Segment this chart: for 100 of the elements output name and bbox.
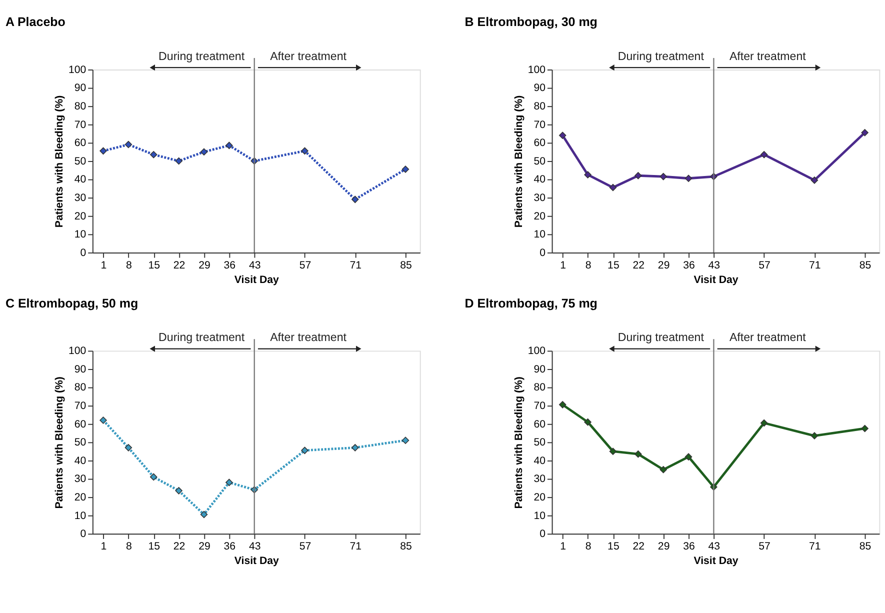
point bbox=[175, 487, 182, 494]
point bbox=[660, 172, 667, 180]
point bbox=[584, 171, 592, 178]
x-axis-title: Visit Day bbox=[694, 555, 738, 568]
y-tick-label: 20 bbox=[74, 210, 86, 222]
y-tick-label: 40 bbox=[74, 174, 86, 186]
y-tick-label: 10 bbox=[74, 510, 86, 522]
point bbox=[301, 446, 308, 454]
y-tick-label: 70 bbox=[534, 400, 546, 412]
y-tick-label: 40 bbox=[534, 174, 546, 186]
point bbox=[150, 473, 158, 481]
x-tick-label: 8 bbox=[585, 259, 592, 272]
x-tick-label: 8 bbox=[585, 540, 592, 553]
x-tick-label: 15 bbox=[608, 259, 620, 272]
point bbox=[351, 444, 359, 452]
y-tick-label: 100 bbox=[68, 345, 86, 358]
x-tick-label: 43 bbox=[708, 259, 720, 272]
y-tick-label: 50 bbox=[74, 155, 86, 168]
x-tick-label: 29 bbox=[658, 259, 670, 272]
x-tick-label: 36 bbox=[224, 540, 236, 553]
y-tick-label: 10 bbox=[534, 510, 546, 522]
y-tick-label: 60 bbox=[74, 137, 86, 150]
text: During treatment bbox=[158, 50, 246, 63]
y-tick-label: 30 bbox=[74, 192, 86, 204]
point bbox=[558, 132, 566, 139]
x-tick-label: 15 bbox=[148, 540, 160, 553]
text: After treatment bbox=[270, 332, 348, 344]
point bbox=[634, 172, 642, 180]
x-tick-label: 22 bbox=[632, 259, 645, 272]
x-tick-label: 36 bbox=[683, 259, 695, 272]
y-tick-label: 70 bbox=[534, 118, 546, 131]
y-tick-label: 10 bbox=[534, 228, 546, 241]
y-tick-label: 90 bbox=[534, 363, 546, 376]
point bbox=[124, 140, 132, 148]
text: During treatment bbox=[618, 332, 705, 344]
text: After treatment bbox=[729, 50, 807, 63]
x-tick-label: 57 bbox=[299, 259, 312, 272]
y-tick-label: 90 bbox=[74, 363, 86, 376]
x-tick-label: 71 bbox=[809, 259, 821, 272]
x-tick-label: 29 bbox=[658, 540, 670, 553]
point bbox=[351, 196, 359, 204]
point bbox=[100, 147, 107, 155]
x-tick-label: 85 bbox=[859, 540, 872, 553]
text: During treatment bbox=[618, 50, 705, 63]
y-tick-label: 0 bbox=[540, 528, 546, 540]
point bbox=[760, 150, 768, 158]
chart-title: D Eltrombopag, 75 mg bbox=[464, 296, 598, 310]
x-tick-label: 43 bbox=[248, 259, 261, 272]
x-tick-label: 22 bbox=[173, 540, 186, 553]
x-tick-label: 1 bbox=[560, 259, 566, 272]
x-tick-label: 36 bbox=[224, 259, 236, 272]
point bbox=[226, 142, 233, 150]
x-tick-label: 85 bbox=[400, 540, 412, 553]
x-tick-label: 1 bbox=[100, 259, 107, 272]
y-tick-label: 100 bbox=[68, 64, 86, 76]
y-tick-label: 20 bbox=[74, 491, 86, 504]
text: After treatment bbox=[270, 50, 348, 63]
x-tick-label: 71 bbox=[809, 540, 821, 553]
y-axis-title: Patients with Bleeding (%) bbox=[513, 376, 526, 509]
y-axis-title: Patients with Bleeding (%) bbox=[513, 95, 526, 228]
point bbox=[760, 419, 768, 427]
x-tick-label: 71 bbox=[350, 540, 362, 553]
point bbox=[175, 157, 182, 165]
y-tick-label: 50 bbox=[534, 436, 546, 449]
y-tick-label: 60 bbox=[534, 137, 546, 150]
text: After treatment bbox=[729, 332, 807, 344]
x-tick-label: 36 bbox=[683, 540, 695, 553]
y-tick-label: 20 bbox=[534, 491, 546, 504]
point bbox=[558, 401, 566, 408]
point bbox=[684, 174, 692, 182]
point bbox=[660, 466, 667, 474]
y-tick-label: 80 bbox=[74, 382, 86, 394]
chart-title: C Eltrombopag, 50 mg bbox=[5, 296, 138, 310]
x-tick-label: 22 bbox=[632, 540, 645, 553]
point bbox=[609, 184, 617, 192]
x-axis-title: Visit Day bbox=[234, 555, 279, 568]
x-tick-label: 22 bbox=[173, 259, 186, 272]
y-axis-title: Patients with Bleeding (%) bbox=[54, 376, 66, 509]
x-tick-label: 29 bbox=[198, 259, 210, 272]
x-tick-label: 57 bbox=[299, 540, 312, 553]
point bbox=[861, 424, 868, 432]
y-tick-label: 40 bbox=[74, 454, 86, 467]
y-tick-label: 50 bbox=[534, 155, 546, 168]
y-axis-title: Patients with Bleeding (%) bbox=[54, 95, 66, 228]
x-tick-label: 15 bbox=[608, 540, 620, 553]
y-tick-label: 0 bbox=[80, 246, 86, 259]
point bbox=[200, 148, 208, 156]
point bbox=[150, 150, 158, 158]
x-tick-label: 85 bbox=[400, 259, 412, 272]
x-tick-label: 57 bbox=[758, 540, 771, 553]
y-tick-label: 100 bbox=[528, 345, 546, 358]
point bbox=[226, 478, 233, 486]
x-axis-title: Visit Day bbox=[694, 274, 738, 286]
x-tick-label: 43 bbox=[248, 540, 261, 553]
y-tick-label: 90 bbox=[74, 82, 86, 94]
y-tick-label: 50 bbox=[74, 436, 86, 449]
y-tick-label: 60 bbox=[534, 418, 546, 430]
x-tick-label: 57 bbox=[758, 259, 771, 272]
y-tick-label: 30 bbox=[534, 473, 546, 486]
y-tick-label: 100 bbox=[528, 64, 546, 76]
